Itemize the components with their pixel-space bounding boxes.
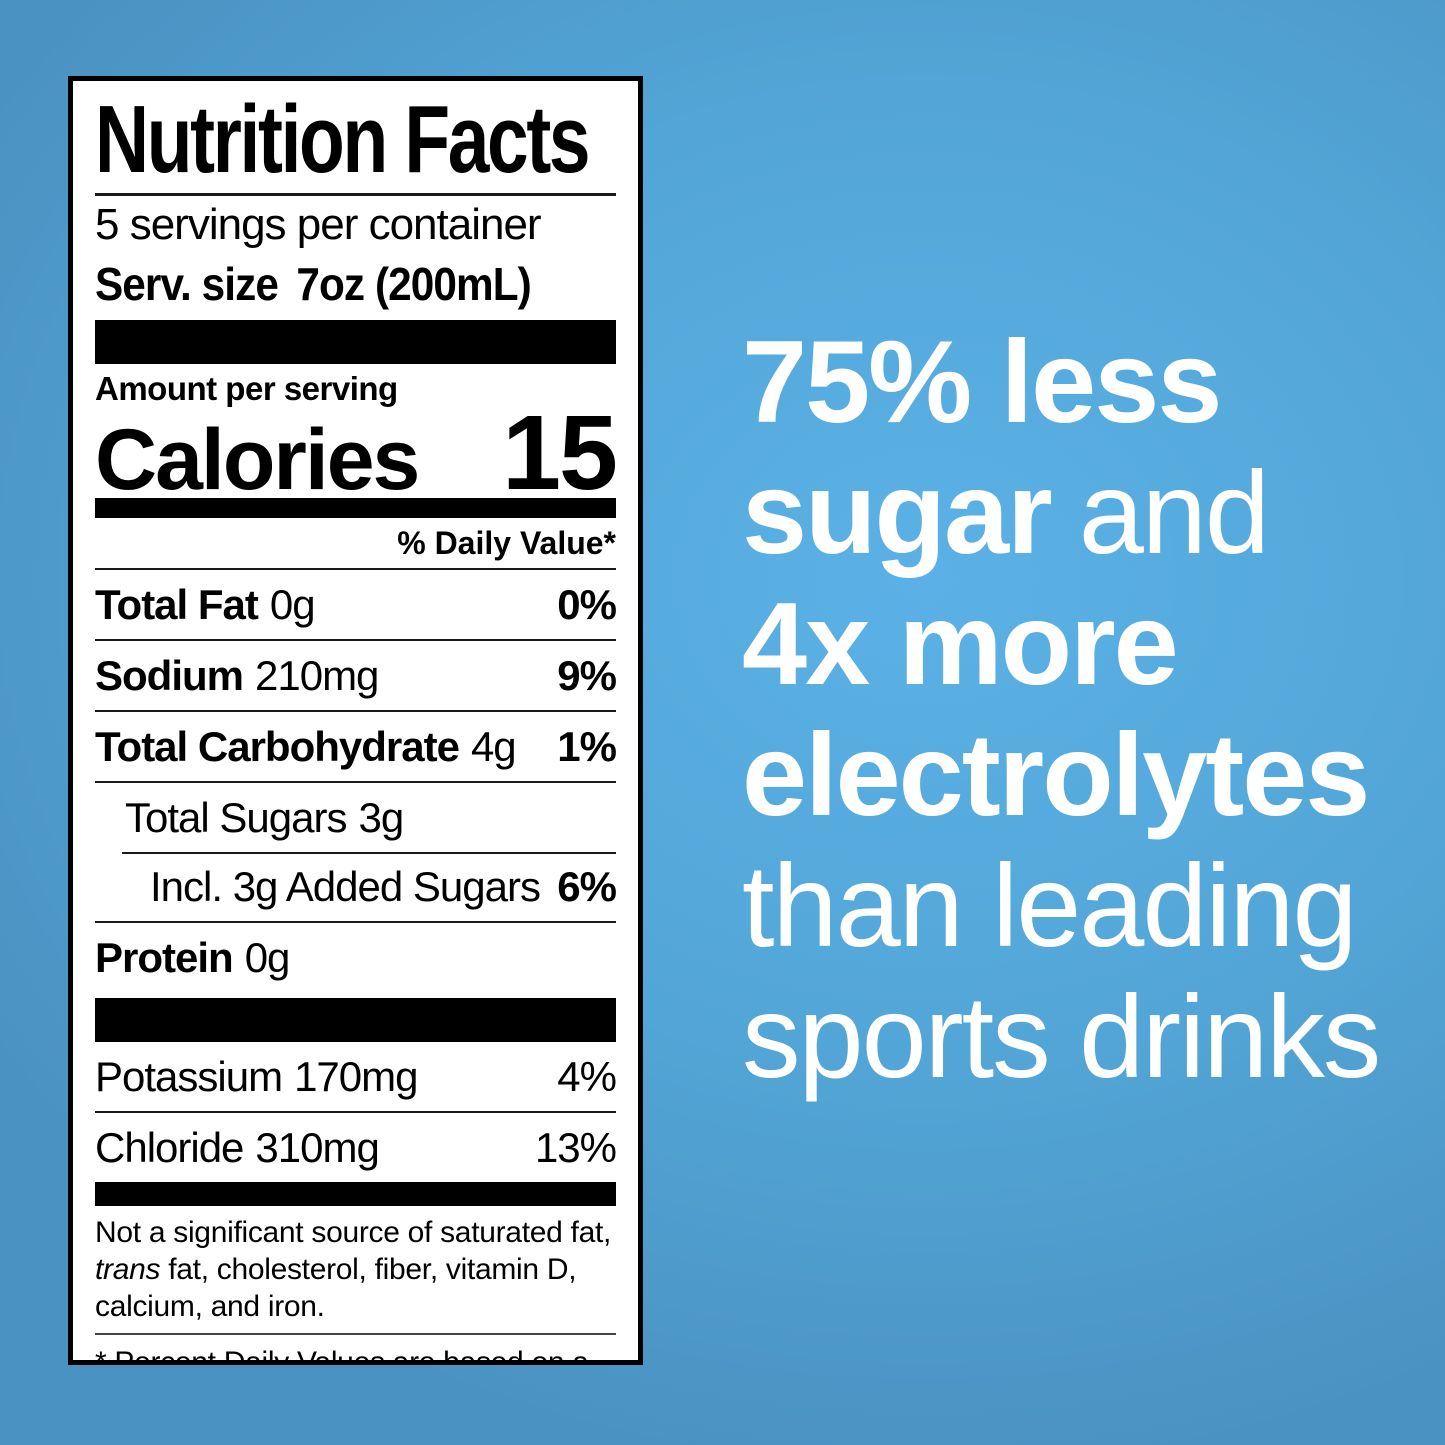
nutrient-row-added-sugars: Incl. 3g Added Sugars 6% [95, 852, 617, 921]
claim-regular-text: and [1078, 447, 1270, 578]
claim-regular-text: sports drinks [742, 971, 1381, 1102]
claim-line-1: 75% less [742, 316, 1422, 447]
claim-line-6: sports drinks [742, 971, 1422, 1102]
daily-value-header: % Daily Value* [95, 518, 616, 570]
nutrient-daily-value: 0% [557, 580, 617, 628]
nutrient-row-potassium: Potassium 170mg 4% [95, 1042, 617, 1111]
nutrient-text: Protein 0g [95, 933, 291, 982]
nutrient-name: Sodium [95, 651, 244, 699]
nutrient-row-protein: Protein 0g [95, 921, 616, 992]
serving-size-label: Serv. size [95, 258, 279, 310]
nutrient-text: Incl. 3g Added Sugars [150, 862, 541, 911]
note-line: * Percent Daily Values are based on a [95, 1346, 589, 1365]
marketing-claim: 75% less sugar and 4x more electrolytes t… [742, 316, 1422, 1102]
claim-line-4: electrolytes [742, 709, 1422, 840]
trans-fat-italic: trans [95, 1253, 161, 1286]
nutrient-name: Chloride [95, 1123, 244, 1171]
nutrient-text: Total Carbohydrate 4g [95, 722, 517, 771]
nutrient-row-total-sugars: Total Sugars 3g [95, 781, 616, 852]
divider-bar-minerals [95, 998, 616, 1042]
calories-label: Calories [95, 412, 420, 508]
nutrient-name: Total Sugars [125, 793, 347, 841]
claim-bold-text: 4x more [742, 578, 1179, 709]
nutrient-daily-value: 9% [557, 651, 617, 699]
divider-bar-calories [95, 498, 616, 518]
note-text: Not a significant source of saturated fa… [95, 1216, 612, 1249]
nutrient-row-total-carbohydrate: Total Carbohydrate 4g 1% [95, 710, 617, 781]
note-line: Not a significant source of saturated fa… [95, 1214, 616, 1251]
not-significant-note: Not a significant source of saturated fa… [95, 1214, 616, 1325]
amount-per-serving-label: Amount per serving [95, 370, 398, 407]
nutrient-amount: 4g [470, 722, 517, 770]
nutrient-daily-value: 4% [557, 1052, 617, 1100]
nutrient-amount: 310mg [255, 1123, 379, 1171]
note-text: fat, cholesterol, fiber, vitamin D, [160, 1253, 577, 1286]
nutrient-text: Total Sugars 3g [125, 793, 404, 842]
claim-line-3: 4x more [742, 578, 1422, 709]
nutrient-name: Protein [95, 933, 234, 981]
serving-size-row: Serv. size 7oz (200mL) [95, 254, 574, 314]
nutrient-amount: 3g [358, 793, 404, 841]
claim-bold-text: sugar [742, 447, 1053, 578]
claim-line-5: than leading [742, 840, 1422, 971]
nutrient-name: Total Carbohydrate [95, 722, 460, 770]
nutrient-text: Chloride 310mg [95, 1123, 380, 1172]
note-line: calcium, and iron. [95, 1288, 616, 1325]
nutrient-text: Potassium 170mg [95, 1052, 419, 1101]
nutrient-name: Potassium [95, 1052, 283, 1100]
serving-size-value: 7oz (200mL) [296, 258, 531, 310]
nutrient-name: Incl. 3g Added Sugars [150, 862, 541, 910]
divider-bar-top [95, 320, 616, 364]
nutrient-name: Total Fat [95, 580, 259, 628]
nutrient-row-sodium: Sodium 210mg 9% [95, 639, 617, 710]
nutrient-text: Total Fat 0g [95, 580, 316, 629]
nutrient-amount: 170mg [294, 1052, 418, 1100]
calories-value: 15 [502, 394, 618, 512]
calories-row: Calories 15 [95, 394, 618, 512]
nutrient-text: Sodium 210mg [95, 651, 379, 700]
nutrient-amount: 0g [269, 580, 316, 628]
title-divider [95, 193, 616, 196]
claim-line-2: sugar and [742, 447, 1422, 578]
claim-regular-text: than leading [742, 840, 1358, 971]
daily-value-footnote: * Percent Daily Values are based on a 2,… [95, 1333, 616, 1365]
nutrient-row-total-fat: Total Fat 0g 0% [95, 570, 617, 639]
servings-per-container: 5 servings per container [95, 200, 542, 249]
nutrient-amount: 210mg [255, 651, 379, 699]
note-text: calcium, and iron. [95, 1290, 325, 1323]
label-title: Nutrition Facts [95, 86, 591, 193]
nutrient-daily-value: 6% [557, 862, 617, 910]
note-line: trans fat, cholesterol, fiber, vitamin D… [95, 1251, 616, 1288]
claim-bold-text: electrolytes [742, 709, 1370, 840]
nutrition-label: Nutrition Facts 5 servings per container… [68, 76, 643, 1365]
divider-bar-bottom [95, 1182, 616, 1206]
nutrient-daily-value: 1% [557, 722, 617, 770]
nutrient-amount: 0g [244, 933, 291, 981]
nutrient-row-chloride: Chloride 310mg 13% [95, 1111, 617, 1182]
claim-bold-text: 75% less [742, 316, 1222, 447]
nutrient-daily-value: 13% [534, 1123, 617, 1171]
